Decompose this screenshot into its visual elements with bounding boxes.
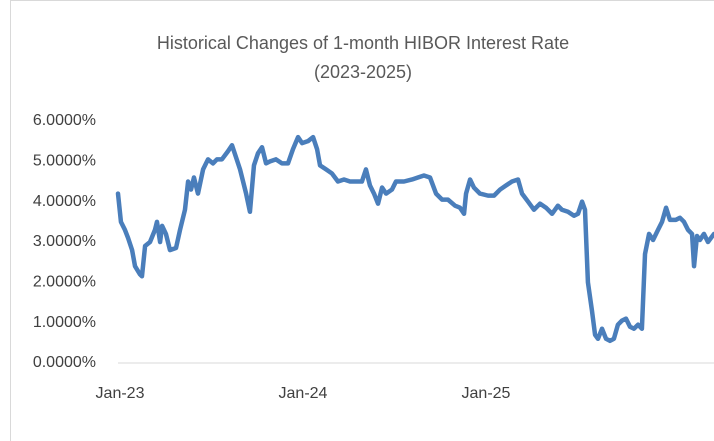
x-tick-label: Jan-23 (96, 385, 145, 402)
y-tick-label: 5.0000% (33, 153, 96, 170)
y-tick-label: 6.0000% (33, 112, 96, 129)
x-tick-label: Jan-25 (462, 385, 511, 402)
y-tick-label: 4.0000% (33, 193, 96, 210)
data-line (115, 134, 714, 344)
y-tick-label: 1.0000% (33, 314, 96, 331)
y-tick-label: 2.0000% (33, 274, 96, 291)
y-tick-label: 0.0000% (33, 354, 96, 371)
chart-border (10, 0, 714, 441)
y-tick-label: 3.0000% (33, 233, 96, 250)
chart-subtitle: (2023-2025) (314, 62, 412, 82)
chart-title: Historical Changes of 1-month HIBOR Inte… (157, 33, 569, 53)
x-tick-label: Jan-24 (279, 385, 328, 402)
